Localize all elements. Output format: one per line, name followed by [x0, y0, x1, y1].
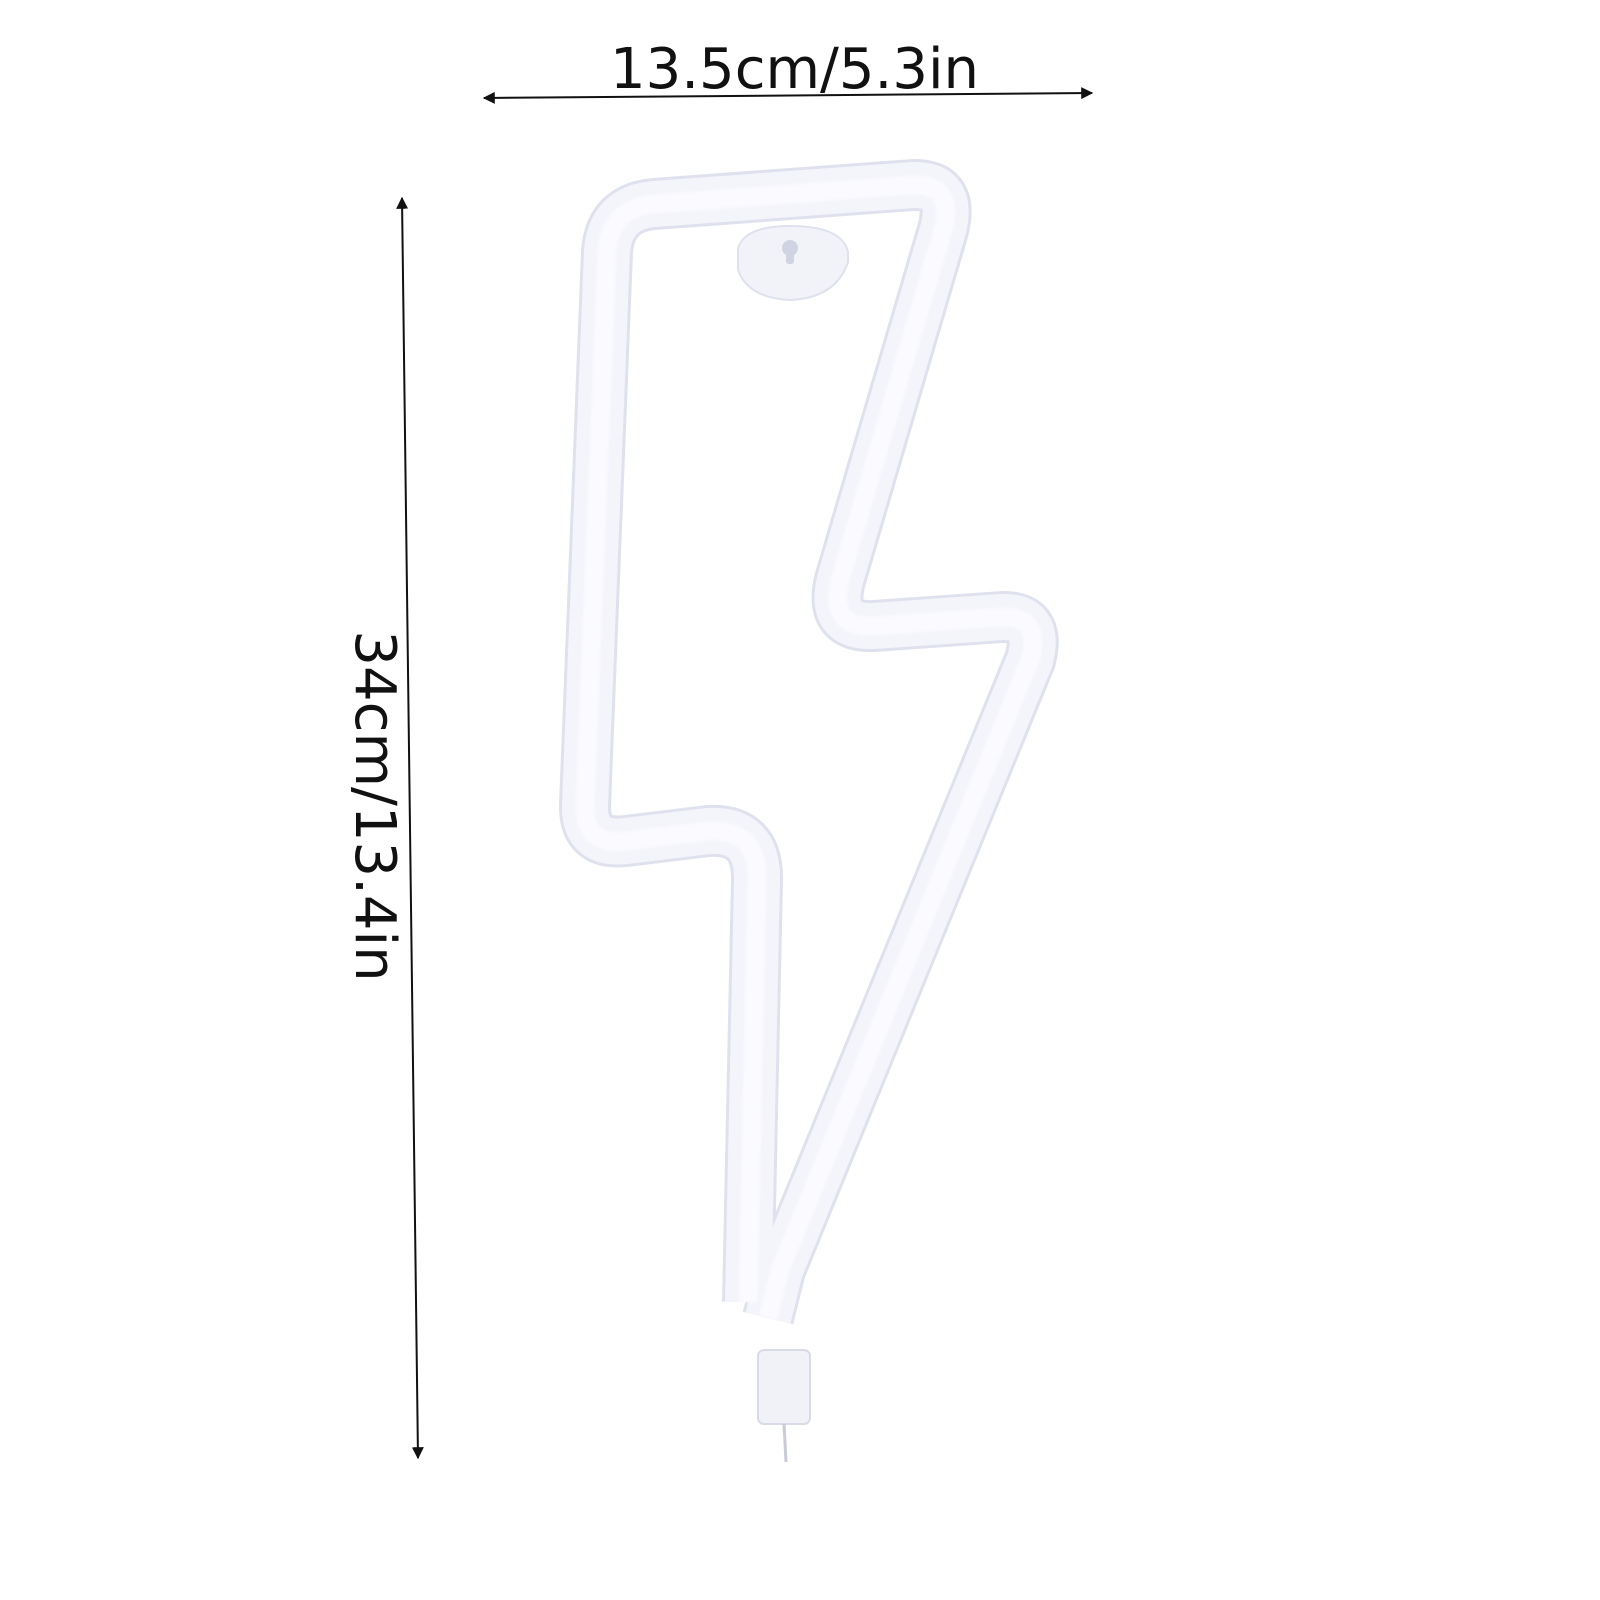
- width-label: 13.5cm/5.3in: [610, 37, 980, 102]
- height-label: 34cm/13.4in: [342, 630, 407, 982]
- lightning-bolt-sign: [559, 159, 1059, 1463]
- mount-hook-icon: [737, 224, 849, 302]
- height-dimension-line: [396, 196, 424, 1460]
- power-connector-icon: [757, 1349, 811, 1463]
- width-dimension-line: [482, 87, 1094, 104]
